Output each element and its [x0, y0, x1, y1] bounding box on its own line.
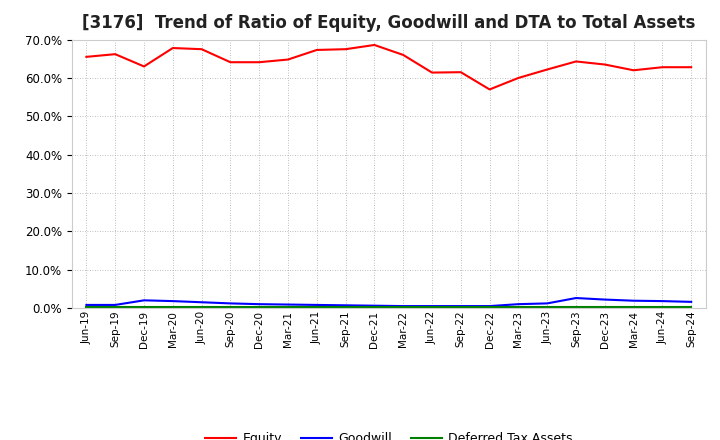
Goodwill — [312, 302, 321, 308]
Legend: Equity, Goodwill, Deferred Tax Assets: Equity, Goodwill, Deferred Tax Assets — [200, 427, 577, 440]
Equity — [82, 54, 91, 59]
Deferred Tax Assets — [399, 304, 408, 310]
Goodwill — [197, 300, 206, 305]
Goodwill — [600, 297, 609, 302]
Deferred Tax Assets — [111, 304, 120, 310]
Deferred Tax Assets — [341, 304, 350, 310]
Deferred Tax Assets — [255, 304, 264, 310]
Deferred Tax Assets — [197, 304, 206, 310]
Goodwill — [658, 298, 667, 304]
Deferred Tax Assets — [687, 304, 696, 310]
Goodwill — [82, 302, 91, 308]
Deferred Tax Assets — [168, 304, 177, 310]
Goodwill — [168, 298, 177, 304]
Goodwill — [341, 303, 350, 308]
Equity — [140, 64, 148, 69]
Deferred Tax Assets — [284, 304, 292, 310]
Equity — [399, 52, 408, 58]
Equity — [658, 65, 667, 70]
Equity — [572, 59, 580, 64]
Goodwill — [514, 301, 523, 307]
Deferred Tax Assets — [658, 304, 667, 310]
Goodwill — [284, 302, 292, 307]
Equity — [428, 70, 436, 75]
Goodwill — [629, 298, 638, 303]
Deferred Tax Assets — [543, 304, 552, 310]
Deferred Tax Assets — [226, 304, 235, 310]
Deferred Tax Assets — [629, 304, 638, 310]
Deferred Tax Assets — [456, 304, 465, 310]
Equity — [341, 47, 350, 52]
Equity — [197, 47, 206, 52]
Equity — [370, 42, 379, 48]
Equity — [226, 59, 235, 65]
Line: Goodwill: Goodwill — [86, 298, 691, 306]
Equity — [600, 62, 609, 67]
Equity — [687, 65, 696, 70]
Title: [3176]  Trend of Ratio of Equity, Goodwill and DTA to Total Assets: [3176] Trend of Ratio of Equity, Goodwil… — [82, 15, 696, 33]
Goodwill — [399, 304, 408, 309]
Equity — [284, 57, 292, 62]
Equity — [485, 87, 494, 92]
Equity — [168, 45, 177, 51]
Goodwill — [572, 295, 580, 301]
Deferred Tax Assets — [82, 304, 91, 310]
Goodwill — [370, 303, 379, 308]
Goodwill — [485, 304, 494, 309]
Deferred Tax Assets — [370, 304, 379, 310]
Goodwill — [255, 301, 264, 307]
Goodwill — [111, 302, 120, 308]
Deferred Tax Assets — [428, 304, 436, 310]
Deferred Tax Assets — [514, 304, 523, 310]
Goodwill — [226, 301, 235, 306]
Goodwill — [456, 304, 465, 309]
Equity — [111, 51, 120, 57]
Equity — [255, 59, 264, 65]
Deferred Tax Assets — [312, 304, 321, 310]
Goodwill — [687, 299, 696, 304]
Equity — [514, 75, 523, 81]
Goodwill — [428, 304, 436, 309]
Equity — [456, 70, 465, 75]
Goodwill — [140, 298, 148, 303]
Deferred Tax Assets — [140, 304, 148, 310]
Deferred Tax Assets — [485, 304, 494, 310]
Deferred Tax Assets — [572, 304, 580, 310]
Goodwill — [543, 301, 552, 306]
Equity — [629, 68, 638, 73]
Deferred Tax Assets — [600, 304, 609, 310]
Equity — [312, 48, 321, 53]
Line: Equity: Equity — [86, 45, 691, 89]
Equity — [543, 67, 552, 72]
